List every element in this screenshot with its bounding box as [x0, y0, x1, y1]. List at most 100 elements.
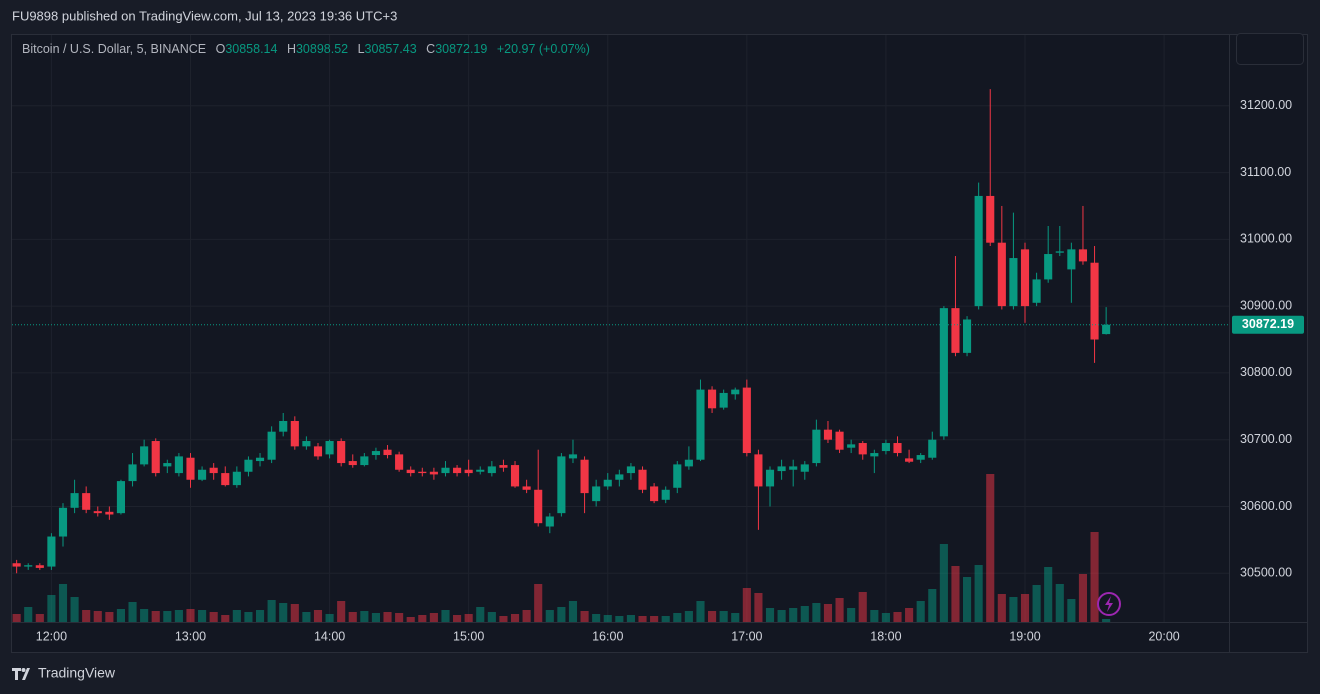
candle-body [290, 420, 299, 447]
volume-bar [696, 601, 705, 622]
volume-bar [997, 594, 1006, 622]
volume-bar [731, 613, 740, 622]
candle-body [58, 507, 68, 537]
candle-body [82, 493, 91, 510]
volume-bar [93, 611, 102, 622]
candle-body [313, 446, 323, 457]
x-tick-label: 15:00 [453, 629, 484, 643]
candle-body [348, 461, 357, 466]
candle-body [151, 441, 160, 474]
volume-bar [255, 610, 265, 622]
candle-body [962, 319, 972, 353]
volume-bar [151, 611, 160, 622]
volume-bar [928, 589, 937, 622]
y-tick-label: 31200.00 [1240, 98, 1292, 112]
candle-body [603, 479, 612, 487]
candle-body [916, 455, 925, 460]
volume-bar [522, 610, 531, 622]
volume-bar [348, 612, 357, 622]
brand-logo [12, 668, 30, 680]
volume-bar [1078, 574, 1088, 622]
candle-body [881, 443, 890, 452]
candle-body [1090, 262, 1099, 340]
volume-bar [499, 616, 508, 622]
volume-bar [12, 614, 21, 622]
candle-body [777, 466, 786, 472]
ohlc-value: 30872.19 [435, 42, 487, 56]
candle-body [70, 493, 79, 508]
candle-body [661, 489, 670, 500]
volume-bar [800, 606, 809, 622]
candle-body [487, 466, 496, 474]
candle-body [684, 459, 693, 467]
candle-body [823, 429, 833, 440]
candle-body [905, 458, 914, 462]
volume-bar [337, 601, 346, 622]
volume-bar [905, 608, 914, 622]
volume-bar [835, 598, 844, 622]
volume-bar [163, 611, 172, 622]
y-tick-label: 30800.00 [1240, 365, 1292, 379]
y-tick-label: 30600.00 [1240, 499, 1292, 513]
volume-bar [638, 616, 647, 622]
candle-body [35, 565, 44, 568]
brand [12, 668, 30, 680]
x-tick-label: 20:00 [1148, 629, 1179, 643]
volume-bar [244, 612, 253, 622]
candle-body [731, 389, 740, 395]
candle-body [696, 389, 705, 460]
y-tick-label: 30900.00 [1240, 298, 1292, 312]
volume-bar [383, 612, 392, 622]
chart-panel [11, 34, 1308, 653]
candle-body [279, 420, 288, 432]
y-tick-label: 31000.00 [1240, 232, 1292, 246]
volume-bar [174, 610, 183, 622]
candle-body [835, 431, 844, 450]
volume-bar [708, 611, 717, 622]
volume-bar [580, 611, 589, 622]
candle-body [140, 446, 149, 465]
volume-bar [105, 612, 114, 622]
volume-bar [754, 593, 763, 622]
candle-body [615, 474, 624, 480]
volume-bar [719, 611, 728, 622]
alert-bolt[interactable] [1105, 596, 1113, 612]
volume-bar [24, 607, 33, 622]
candle-body [93, 511, 102, 514]
candle-body [673, 464, 682, 488]
volume-bar [1102, 619, 1111, 622]
volume-bar [603, 615, 612, 622]
volume-bar [232, 610, 241, 622]
volume-bar [464, 614, 473, 622]
volume-bar [742, 588, 751, 622]
candle-body [800, 464, 809, 472]
alert-icon[interactable] [1097, 592, 1121, 616]
volume-bar [406, 617, 415, 622]
grid [12, 35, 1229, 622]
candle-body [951, 308, 960, 353]
candle-body [812, 429, 821, 464]
volume-bar [951, 566, 960, 622]
axis-button[interactable] [1236, 33, 1304, 65]
candle-body [765, 469, 775, 487]
x-tick-label: 17:00 [731, 629, 762, 643]
volume-bar [1020, 594, 1030, 622]
volume-bar [186, 609, 195, 622]
volume-bar [476, 607, 485, 622]
volume-bar [302, 612, 311, 622]
volume-bar [974, 565, 983, 622]
candle-body [337, 441, 346, 464]
candle-body [1032, 279, 1041, 303]
candles [12, 89, 1111, 574]
volume-bar [777, 610, 786, 622]
x-tick-label: 13:00 [175, 629, 206, 643]
candle-body [128, 464, 137, 482]
volume-bar [986, 474, 995, 622]
volume-bar [418, 615, 427, 622]
candle-body [1055, 251, 1064, 253]
volume-bar [1009, 597, 1018, 622]
x-tick-label: 14:00 [314, 629, 345, 643]
volume-bar [592, 614, 601, 622]
ohlc-value: 30898.52 [296, 42, 348, 56]
